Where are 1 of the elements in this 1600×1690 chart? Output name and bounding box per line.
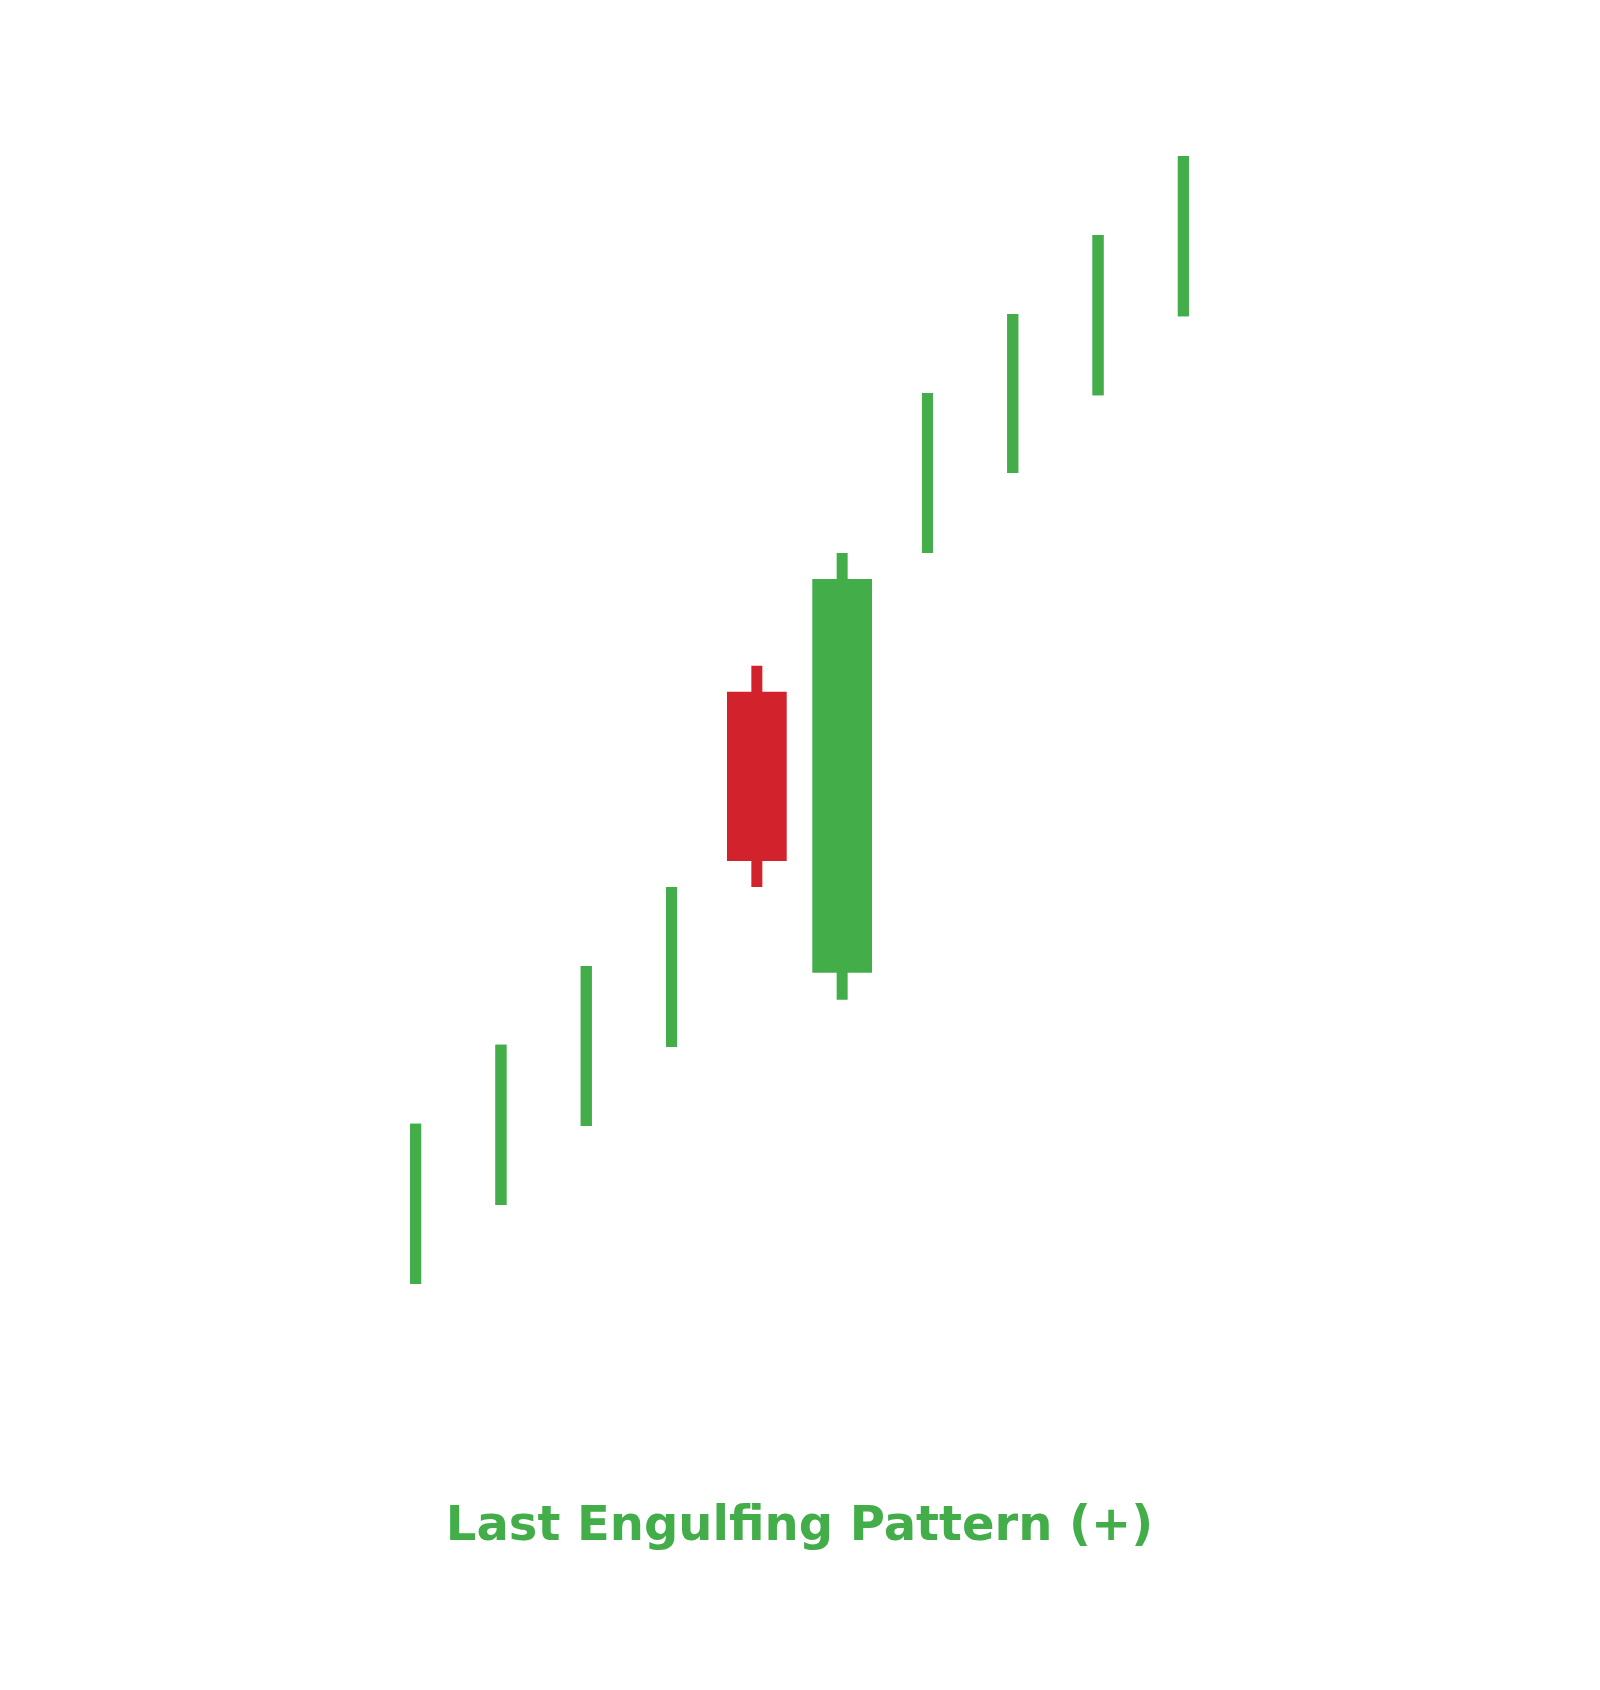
text: Last Engulfing Pattern (+) xyxy=(445,1494,1154,1551)
